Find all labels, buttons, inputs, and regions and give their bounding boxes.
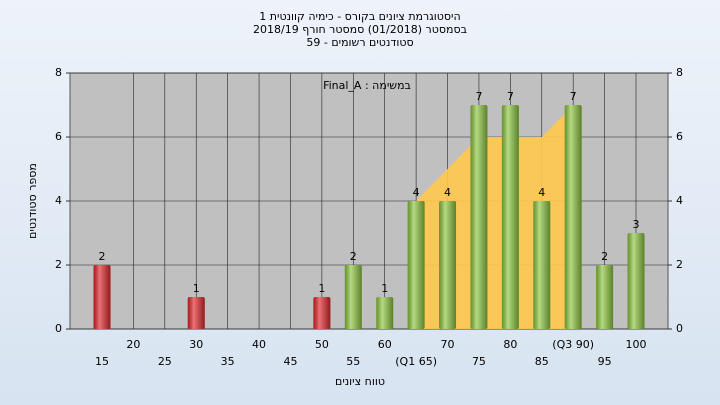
value-label: 2 xyxy=(99,250,106,263)
value-label: 7 xyxy=(475,90,482,103)
y-tick-label: 4 xyxy=(55,194,62,207)
bar-shade xyxy=(187,297,205,329)
bar-shade xyxy=(470,105,488,329)
x-tick-label: (Q1 65) xyxy=(395,355,437,368)
bar-shade xyxy=(564,105,582,329)
value-label: 3 xyxy=(633,218,640,231)
y-tick-label: 2 xyxy=(55,258,62,271)
value-label: 2 xyxy=(601,250,608,263)
y-tick-label: 0 xyxy=(55,322,62,335)
value-label: 4 xyxy=(444,186,451,199)
bar-shade xyxy=(533,201,551,329)
bar-shade xyxy=(439,201,457,329)
bar-shade xyxy=(344,265,362,329)
value-label: 7 xyxy=(570,90,577,103)
x-tick-label: 100 xyxy=(626,338,647,351)
value-label: 7 xyxy=(507,90,514,103)
y-tick-label: 6 xyxy=(55,130,62,143)
annotation: במשימה : Final_A xyxy=(323,79,411,92)
x-tick-label: 35 xyxy=(221,355,235,368)
y2-tick-label: 8 xyxy=(676,66,683,79)
value-label: 1 xyxy=(318,282,325,295)
bar-shade xyxy=(627,233,645,329)
x-tick-label: 40 xyxy=(252,338,266,351)
title: בסמסטר (01/2018) סמסטר חורף 2018/19 xyxy=(253,23,467,36)
bar-shade xyxy=(407,201,425,329)
y2-tick-label: 4 xyxy=(676,194,683,207)
y2-tick-label: 2 xyxy=(676,258,683,271)
x-tick-label: 85 xyxy=(535,355,549,368)
x-tick-label: 95 xyxy=(598,355,612,368)
x-tick-label: 55 xyxy=(346,355,360,368)
y-tick-label: 8 xyxy=(55,66,62,79)
x-tick-label: (Q3 90) xyxy=(552,338,594,351)
bar-shade xyxy=(501,105,519,329)
x-tick-label: 25 xyxy=(158,355,172,368)
x-tick-label: 50 xyxy=(315,338,329,351)
x-tick-label: 30 xyxy=(189,338,203,351)
x-tick-label: 75 xyxy=(472,355,486,368)
title: סטודנטים רשומים - 59 xyxy=(306,36,413,49)
title: היסטוגרמת ציונים בקורס - כימיה קוונטית 1 xyxy=(259,10,460,23)
x-tick-label: 20 xyxy=(126,338,140,351)
value-label: 4 xyxy=(413,186,420,199)
bar-shade xyxy=(93,265,111,329)
x-tick-label: 60 xyxy=(378,338,392,351)
y2-tick-label: 0 xyxy=(676,322,683,335)
bar-shade xyxy=(596,265,614,329)
bar-shade xyxy=(313,297,331,329)
y2-tick-label: 6 xyxy=(676,130,683,143)
x-axis-label: טווח ציונים xyxy=(335,375,385,388)
x-tick-label: 70 xyxy=(441,338,455,351)
value-label: 1 xyxy=(381,282,388,295)
value-label: 1 xyxy=(193,282,200,295)
bar-shade xyxy=(376,297,394,329)
x-tick-label: 15 xyxy=(95,355,109,368)
y-axis-label: מספר סטודנטים xyxy=(26,163,39,239)
value-label: 2 xyxy=(350,250,357,263)
x-tick-label: 45 xyxy=(283,355,297,368)
x-tick-label: 80 xyxy=(503,338,517,351)
value-label: 4 xyxy=(538,186,545,199)
